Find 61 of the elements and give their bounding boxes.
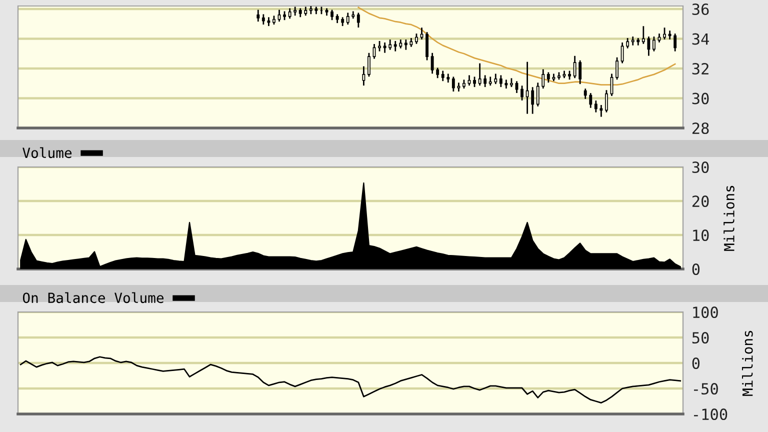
candlestick: [531, 87, 534, 114]
candlestick: [647, 36, 650, 56]
candlestick: [504, 80, 508, 89]
candlestick: [446, 74, 450, 83]
candlestick: [578, 60, 582, 84]
y-tick-label: 32: [692, 62, 708, 75]
candlestick: [536, 82, 540, 106]
candlestick: [631, 36, 634, 46]
candlestick: [457, 82, 460, 92]
y-tick-label: 0: [692, 358, 700, 370]
y-tick-label: 0: [692, 264, 700, 276]
y-tick-label: 50: [692, 332, 709, 344]
candlestick: [426, 32, 429, 60]
candlestick: [652, 36, 656, 52]
y-axis-title: Millions: [742, 330, 753, 396]
candlestick: [367, 52, 370, 77]
candlestick: [526, 62, 529, 114]
candlestick: [478, 63, 482, 86]
y-tick-label: 28: [692, 122, 709, 134]
candlestick: [636, 38, 640, 46]
y-tick-label: 100: [693, 306, 718, 318]
candlestick: [674, 34, 677, 52]
candlestick: [383, 42, 386, 53]
candlestick: [552, 74, 556, 82]
y-tick-label: 30: [692, 162, 709, 174]
candlestick: [542, 69, 545, 89]
candlestick: [394, 41, 397, 52]
candlestick: [430, 52, 434, 74]
y-tick-label: 10: [693, 230, 709, 242]
candlestick: [404, 40, 408, 50]
candlestick: [663, 28, 666, 40]
candlestick: [488, 76, 492, 86]
candlestick: [604, 90, 608, 112]
candlestick: [668, 30, 672, 40]
y-tick-label: 30: [692, 92, 709, 104]
y-tick-label: 36: [692, 3, 709, 16]
candlestick: [594, 100, 598, 112]
candlestick: [589, 93, 592, 108]
legend-label: Volume: [22, 147, 72, 158]
y-tick-label: 20: [692, 196, 709, 208]
candlestick: [616, 57, 619, 80]
candlestick: [356, 12, 360, 28]
y-tick-label: -100: [694, 408, 728, 420]
legend-label: On Balance Volume: [22, 292, 164, 304]
candlestick: [346, 12, 350, 25]
candlestick: [256, 10, 260, 22]
candlestick: [499, 75, 502, 88]
candlestick: [452, 76, 455, 92]
candlestick: [600, 104, 603, 117]
candlestick: [520, 86, 524, 100]
y-tick-label: -50: [694, 383, 718, 395]
candlestick: [278, 10, 281, 22]
candlestick: [362, 66, 366, 86]
candlestick: [573, 56, 576, 78]
candlestick: [484, 75, 487, 88]
y-tick-label: 34: [692, 33, 709, 45]
candlestick: [642, 26, 645, 44]
candlestick: [267, 17, 270, 26]
candlestick: [620, 42, 624, 64]
line-series: [20, 356, 682, 404]
y-axis-title: Millions: [724, 186, 734, 251]
